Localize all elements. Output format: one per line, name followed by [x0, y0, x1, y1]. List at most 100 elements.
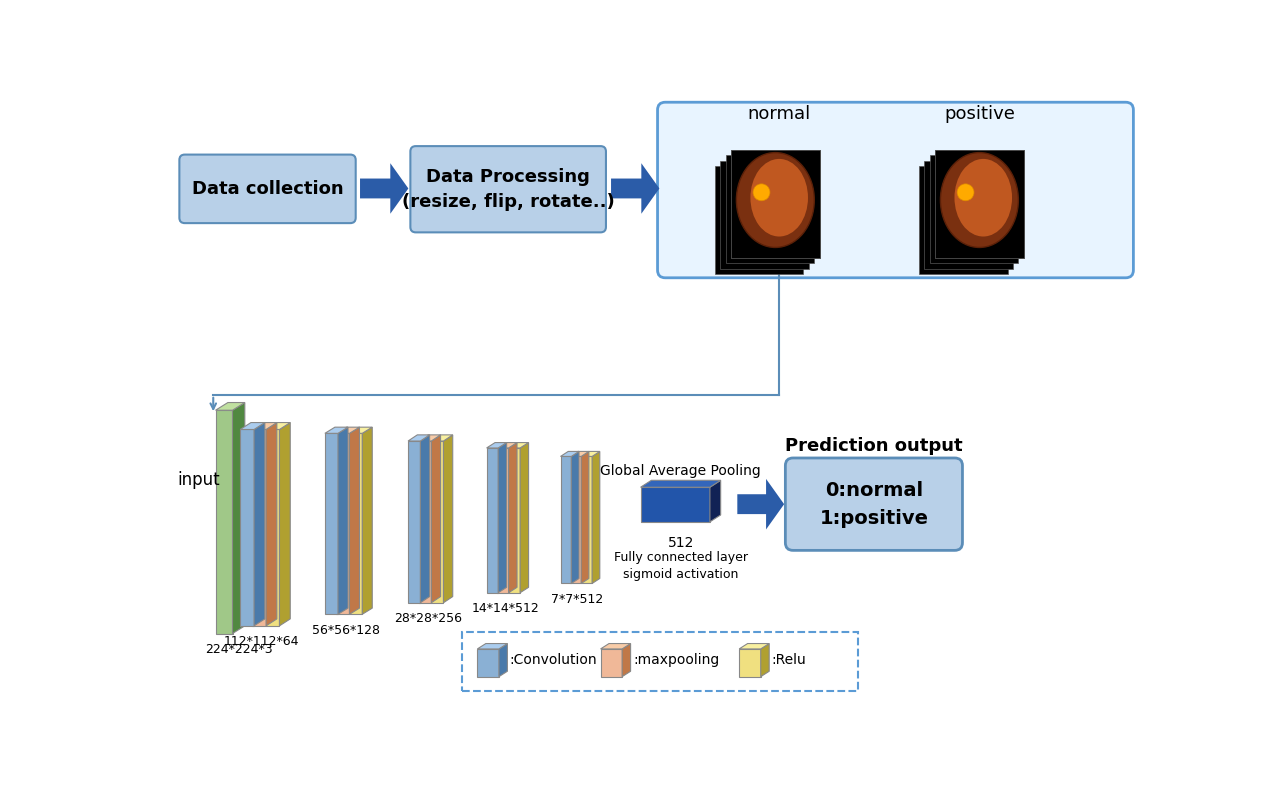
Polygon shape: [279, 423, 291, 626]
Polygon shape: [241, 423, 265, 429]
Text: normal: normal: [748, 105, 810, 123]
Polygon shape: [561, 457, 571, 583]
Polygon shape: [924, 161, 1012, 269]
Text: 56*56*128: 56*56*128: [312, 625, 380, 638]
Polygon shape: [571, 451, 589, 457]
Polygon shape: [640, 487, 710, 522]
Polygon shape: [739, 649, 760, 676]
Polygon shape: [581, 451, 589, 583]
Ellipse shape: [753, 184, 771, 201]
Polygon shape: [266, 423, 291, 429]
Polygon shape: [252, 423, 276, 429]
Ellipse shape: [750, 159, 808, 236]
Polygon shape: [508, 448, 520, 592]
Polygon shape: [349, 427, 372, 433]
Ellipse shape: [955, 159, 1012, 236]
Polygon shape: [431, 435, 453, 441]
FancyBboxPatch shape: [411, 146, 605, 232]
Text: :Relu: :Relu: [772, 653, 806, 667]
Text: Data collection: Data collection: [192, 180, 343, 198]
Polygon shape: [731, 150, 819, 257]
Text: Global Average Pooling: Global Average Pooling: [600, 464, 762, 478]
Polygon shape: [408, 441, 420, 603]
Polygon shape: [349, 427, 360, 614]
Polygon shape: [486, 442, 507, 448]
Polygon shape: [508, 442, 517, 592]
FancyBboxPatch shape: [462, 632, 858, 691]
Polygon shape: [241, 429, 253, 626]
Text: 14*14*512: 14*14*512: [471, 602, 539, 615]
Polygon shape: [420, 435, 430, 603]
Polygon shape: [215, 410, 233, 633]
Polygon shape: [581, 457, 593, 583]
Polygon shape: [266, 429, 279, 626]
Polygon shape: [936, 150, 1024, 257]
Text: Prediction output: Prediction output: [785, 437, 963, 455]
Polygon shape: [726, 156, 814, 263]
Polygon shape: [731, 150, 819, 257]
Polygon shape: [252, 429, 266, 626]
Text: 7*7*512: 7*7*512: [552, 592, 604, 606]
Polygon shape: [710, 480, 721, 522]
Polygon shape: [233, 403, 244, 633]
Polygon shape: [640, 480, 721, 487]
Polygon shape: [571, 451, 579, 583]
Text: positive: positive: [943, 105, 1015, 123]
Polygon shape: [520, 442, 529, 592]
Polygon shape: [253, 423, 265, 626]
Text: Data Processing
(resize, flip, rotate..): Data Processing (resize, flip, rotate..): [402, 168, 614, 211]
Polygon shape: [571, 457, 581, 583]
Text: 112*112*64: 112*112*64: [224, 635, 300, 648]
Polygon shape: [431, 441, 443, 603]
Polygon shape: [936, 150, 1024, 257]
Text: input: input: [177, 470, 220, 488]
FancyBboxPatch shape: [179, 155, 356, 223]
Polygon shape: [760, 643, 769, 676]
Polygon shape: [443, 435, 453, 603]
Polygon shape: [919, 166, 1007, 274]
Polygon shape: [600, 649, 622, 676]
Polygon shape: [497, 442, 517, 448]
Text: 512: 512: [667, 536, 694, 550]
Polygon shape: [508, 442, 529, 448]
Polygon shape: [477, 643, 507, 649]
Text: 28*28*256: 28*28*256: [394, 612, 462, 625]
FancyBboxPatch shape: [786, 458, 963, 550]
Polygon shape: [581, 451, 600, 457]
Ellipse shape: [736, 153, 814, 248]
Polygon shape: [721, 161, 809, 269]
Polygon shape: [593, 451, 600, 583]
Polygon shape: [215, 403, 244, 410]
Polygon shape: [716, 166, 804, 274]
Polygon shape: [929, 156, 1019, 263]
Polygon shape: [337, 427, 360, 433]
Polygon shape: [337, 433, 349, 614]
Text: :maxpooling: :maxpooling: [632, 653, 719, 667]
Ellipse shape: [957, 184, 974, 201]
Polygon shape: [431, 435, 440, 603]
Text: 0:normal
1:positive: 0:normal 1:positive: [819, 481, 928, 528]
Polygon shape: [622, 643, 631, 676]
Text: :Convolution: :Convolution: [509, 653, 598, 667]
Polygon shape: [497, 448, 508, 592]
Polygon shape: [498, 442, 507, 592]
FancyBboxPatch shape: [658, 102, 1133, 278]
Polygon shape: [477, 649, 499, 676]
Polygon shape: [338, 427, 348, 614]
Polygon shape: [419, 435, 440, 441]
Polygon shape: [419, 441, 431, 603]
Polygon shape: [486, 448, 498, 592]
Polygon shape: [325, 427, 348, 433]
Polygon shape: [362, 427, 372, 614]
Polygon shape: [266, 423, 276, 626]
Polygon shape: [561, 451, 579, 457]
Text: Fully connected layer
sigmoid activation: Fully connected layer sigmoid activation: [613, 551, 748, 581]
Polygon shape: [349, 433, 362, 614]
Polygon shape: [600, 643, 631, 649]
Polygon shape: [325, 433, 338, 614]
Polygon shape: [499, 643, 507, 676]
Polygon shape: [408, 435, 430, 441]
Text: 224*224*3: 224*224*3: [206, 642, 273, 656]
Ellipse shape: [941, 153, 1019, 248]
Polygon shape: [739, 643, 769, 649]
